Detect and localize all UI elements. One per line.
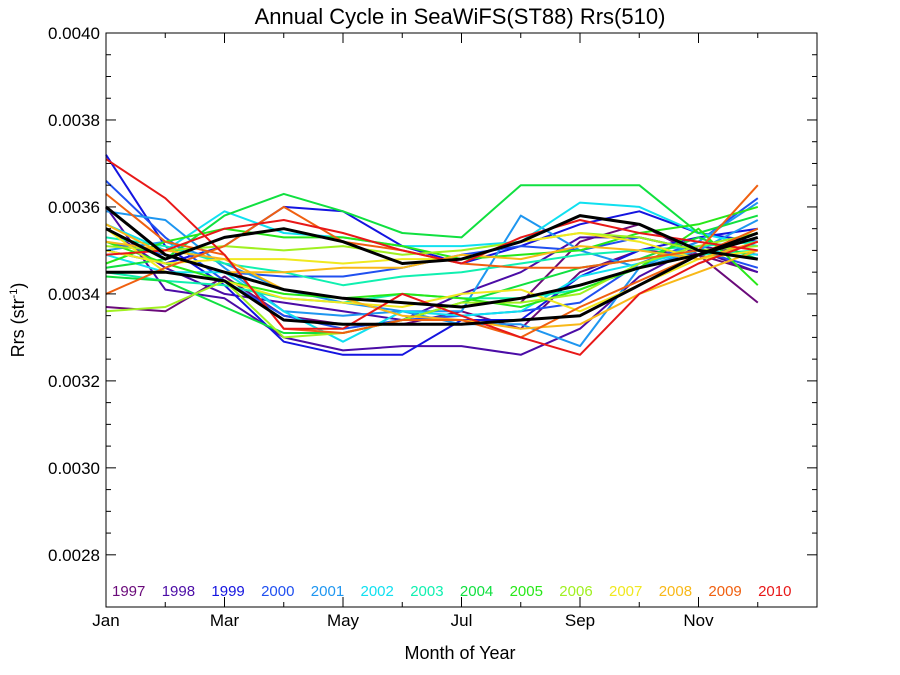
y-tick-label: 0.0040 (48, 24, 100, 43)
legend-entry-2004: 2004 (460, 583, 493, 600)
series-line-2004-14 (105, 184, 759, 269)
series-line-2007-21 (105, 232, 758, 265)
series-line-2006-18 (105, 232, 759, 339)
series-line-2009-25 (105, 193, 759, 339)
mean-lines (105, 205, 759, 326)
y-tick-label: 0.0028 (48, 546, 100, 565)
y-axis-label-end: ) (8, 283, 28, 289)
legend-entry-2001: 2001 (311, 583, 344, 600)
x-tick-label: Jul (451, 611, 473, 630)
legend-entry-2003: 2003 (410, 583, 443, 600)
y-tick-label: 0.0032 (48, 372, 100, 391)
legend-entry-2010: 2010 (758, 583, 791, 600)
series-line-2010-27 (105, 219, 758, 265)
series-line-2002-10 (105, 201, 759, 252)
series-line-2008-22 (105, 240, 759, 330)
legend-entry-2007: 2007 (609, 583, 642, 600)
mean-line-0 (105, 205, 759, 309)
legend-entry-2002: 2002 (361, 583, 394, 600)
y-axis-label: Rrs (str-1) (8, 283, 28, 358)
legend-entry-2009: 2009 (708, 583, 741, 600)
legend-entry-1997: 1997 (112, 583, 145, 600)
legend-entry-2008: 2008 (659, 583, 692, 600)
y-axis-label-main: Rrs (str (8, 298, 28, 357)
y-tick-label: 0.0034 (48, 285, 100, 304)
y-tick-label: 0.0038 (48, 111, 100, 130)
y-tick-label: 0.0030 (48, 459, 100, 478)
x-tick-label: Mar (210, 611, 240, 630)
legend-entry-2006: 2006 (559, 583, 592, 600)
x-tick-label: Nov (683, 611, 714, 630)
mean-line-2 (106, 235, 759, 326)
x-axis-label: Month of Year (404, 643, 515, 663)
x-tick-label: May (327, 611, 360, 630)
series-line-1998-2 (105, 206, 758, 356)
series-line-2006-19 (105, 232, 758, 256)
y-axis-label-sup: -1 (8, 289, 20, 299)
legend-entry-1998: 1998 (162, 583, 195, 600)
x-tick-label: Jan (92, 611, 119, 630)
legend: 1997 1998 1999 2000 2001 2002 2003 2004 2005 2006… (112, 583, 791, 600)
chart-title: Annual Cycle in SeaWiFS(ST88) Rrs(510) (255, 4, 666, 29)
legend-entry-2000: 2000 (261, 583, 294, 600)
legend-entry-2005: 2005 (510, 583, 543, 600)
axis-ticks: 0.0028 0.0030 0.0032 0.0034 0.0036 0.0038 0.00… (48, 24, 817, 630)
legend-entry-1999: 1999 (211, 583, 244, 600)
x-tick-label: Sep (565, 611, 595, 630)
y-tick-label: 0.0036 (48, 198, 100, 217)
mean-line-1 (105, 214, 759, 265)
